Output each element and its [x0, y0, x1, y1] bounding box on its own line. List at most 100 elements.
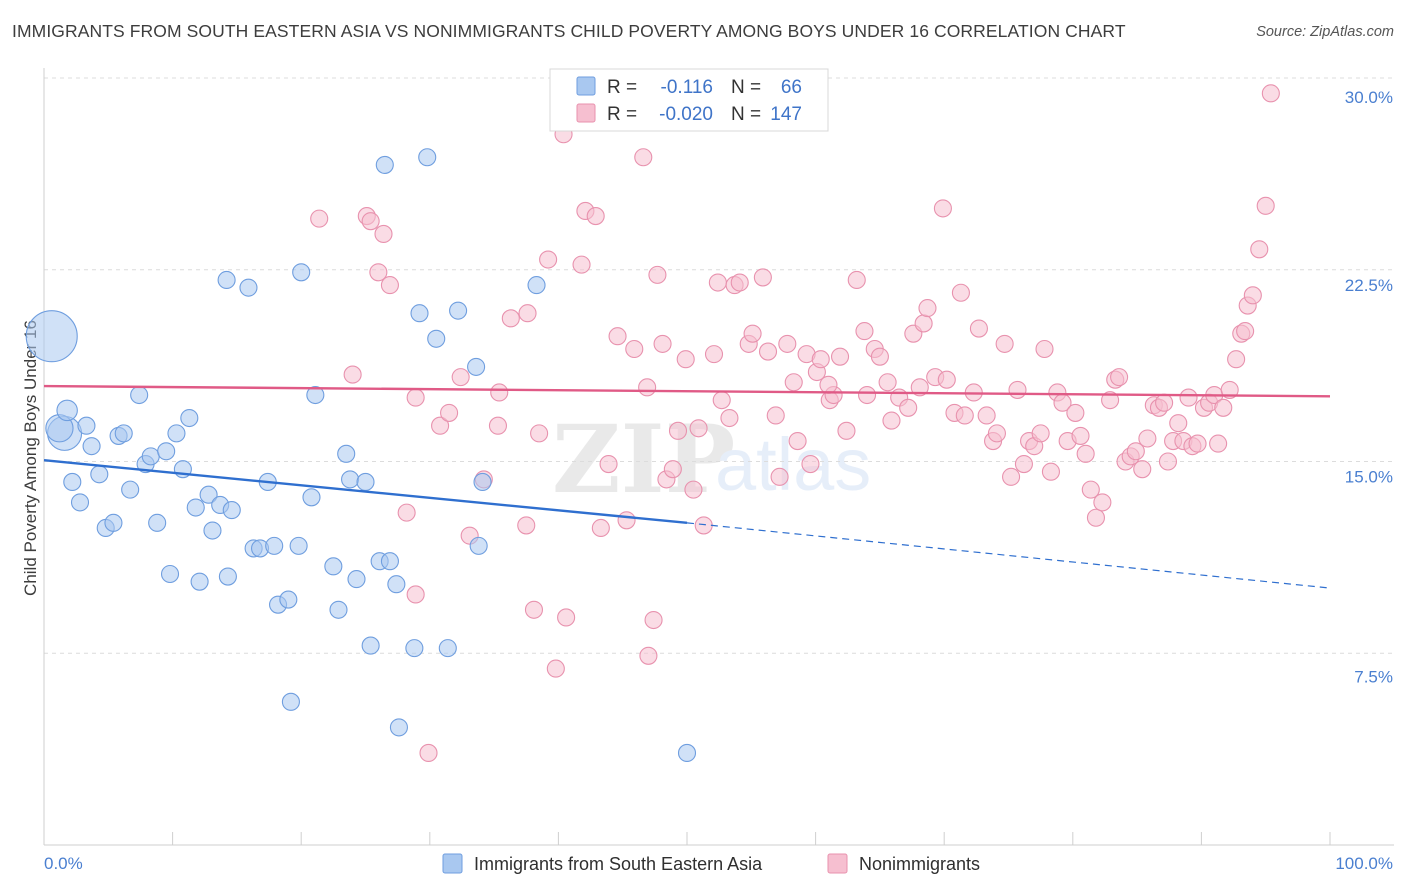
- immigrants-point-49: [361, 636, 380, 655]
- nonimmigrants-point-31: [591, 518, 610, 538]
- immigrants-point-14: [130, 385, 149, 405]
- nonimmigrants-point-54: [730, 273, 749, 292]
- nonimmigrants-point-38: [639, 646, 658, 665]
- immigrants-point-57: [418, 148, 437, 167]
- nonimmigrants-point-70: [830, 347, 850, 366]
- immigrants-point-38: [281, 692, 300, 711]
- nonimmigrants-point-137: [1220, 380, 1239, 399]
- gridlines: [44, 77, 1394, 654]
- immigrants-point-18: [157, 442, 176, 461]
- nonimmigrants-point-120: [1133, 460, 1152, 479]
- immigrants-point-40: [292, 263, 311, 282]
- nonimmigrants-point-65: [801, 455, 820, 474]
- legend: Immigrants from South Eastern Asia Nonim…: [442, 853, 980, 874]
- y-tick-label-3: 30.0%: [1345, 88, 1393, 107]
- nonimmigrants-point-144: [1261, 84, 1280, 103]
- nonimmigrants-point-1: [343, 365, 362, 384]
- nonimmigrants-point-121: [1138, 429, 1157, 448]
- nonimmigrants-point-16: [488, 416, 508, 435]
- immigrants-point-30: [217, 270, 236, 290]
- nonimmigrants-point-10: [419, 743, 438, 763]
- immigrants-point-56: [410, 304, 429, 323]
- stats-pink-r-label: R =: [607, 104, 637, 125]
- legend-pink-swatch: [827, 853, 848, 874]
- stats-box-frame: [549, 68, 829, 132]
- stats-pink-n-value: 147: [770, 104, 802, 125]
- immigrants-point-28: [218, 567, 237, 586]
- nonimmigrants-point-59: [766, 406, 785, 425]
- immigrants-point-16: [141, 447, 160, 466]
- nonimmigrants-point-143: [1256, 196, 1275, 215]
- nonimmigrants-point-12: [440, 403, 459, 422]
- nonimmigrants-point-84: [918, 299, 937, 318]
- nonimmigrants-point-99: [1014, 455, 1033, 474]
- immigrants-point-7: [82, 437, 101, 456]
- immigrants-point-35: [265, 536, 284, 555]
- nonimmigrants-point-56: [743, 324, 762, 343]
- y-axis-label: Child Poverty Among Boys Under 16: [21, 320, 40, 596]
- nonimmigrants-point-44: [668, 421, 688, 440]
- nonimmigrants-point-114: [1101, 391, 1120, 410]
- nonimmigrants-point-8: [406, 585, 425, 604]
- y-tick-labels: 7.5% 15.0% 22.5% 30.0%: [1345, 88, 1393, 686]
- nonimmigrants-point-18: [501, 309, 520, 328]
- blue-trend-line: [43, 459, 688, 525]
- nonimmigrants-point-28: [572, 255, 591, 274]
- nonimmigrants-point-129: [1179, 388, 1198, 407]
- nonimmigrants-point-103: [1035, 339, 1054, 359]
- immigrants-point-23: [186, 498, 205, 517]
- immigrants-point-5: [70, 493, 90, 512]
- immigrants-point-26: [203, 521, 222, 540]
- nonimmigrants-point-45: [676, 350, 695, 369]
- source-label: Source: ZipAtlas.com: [1256, 24, 1394, 40]
- nonimmigrants-point-40: [648, 265, 667, 284]
- legend-blue-label: Immigrants from South Eastern Asia: [474, 854, 763, 874]
- immigrants-point-0: [25, 310, 78, 363]
- immigrants-point-31: [239, 278, 258, 297]
- nonimmigrants-point-104: [1041, 462, 1060, 481]
- immigrants-point-25: [199, 485, 218, 504]
- immigrants-point-42: [306, 385, 325, 405]
- nonimmigrants-point-36: [634, 148, 653, 167]
- nonimmigrants-point-95: [987, 424, 1006, 443]
- immigrants-point-19: [160, 564, 180, 584]
- nonimmigrants-point-116: [1110, 368, 1129, 387]
- nonimmigrants-point-26: [557, 608, 576, 627]
- nonimmigrants-point-77: [878, 373, 897, 392]
- nonimmigrants-point-97: [1002, 467, 1021, 486]
- stats-blue-n-value: 66: [781, 77, 802, 98]
- y-tick-label-2: 22.5%: [1345, 276, 1393, 295]
- immigrants-point-20: [167, 424, 186, 443]
- stats-blue-n-label: N =: [731, 77, 761, 98]
- nonimmigrants-point-50: [708, 273, 727, 292]
- nonimmigrants-point-92: [969, 319, 988, 338]
- nonimmigrants-point-48: [694, 516, 713, 535]
- immigrants-point-62: [473, 472, 492, 492]
- nonimmigrants-point-145: [1236, 322, 1255, 341]
- watermark: ZIP atlas: [552, 405, 871, 515]
- nonimmigrants-point-102: [1031, 424, 1050, 443]
- nonimmigrants-point-35: [625, 339, 644, 359]
- nonimmigrants-point-51: [712, 391, 731, 410]
- nonimmigrants-point-141: [1243, 286, 1262, 305]
- nonimmigrants-point-9: [406, 388, 425, 407]
- immigrants-point-54: [389, 718, 408, 737]
- nonimmigrants-point-86: [933, 199, 952, 218]
- nonimmigrants-point-119: [1126, 442, 1145, 461]
- immigrants-point-58: [427, 329, 446, 348]
- x-tick-label-max: 100.0%: [1335, 854, 1393, 873]
- nonimmigrants-point-112: [1086, 508, 1105, 527]
- immigrants-point-4: [63, 472, 82, 492]
- nonimmigrants-point-138: [1227, 350, 1246, 369]
- nonimmigrants-point-30: [586, 207, 605, 226]
- nonimmigrants-point-83: [914, 314, 933, 333]
- immigrants-point-64: [527, 276, 546, 295]
- legend-pink-label: Nonimmigrants: [859, 854, 980, 874]
- immigrants-point-63: [469, 536, 488, 555]
- nonimmigrants-point-80: [899, 398, 918, 417]
- nonimmigrants-point-108: [1066, 403, 1085, 422]
- nonimmigrants-point-78: [882, 411, 901, 430]
- immigrants-point-6: [77, 416, 96, 435]
- stats-box: R = -0.116 N = 66 R = -0.020 N = 147: [549, 68, 829, 132]
